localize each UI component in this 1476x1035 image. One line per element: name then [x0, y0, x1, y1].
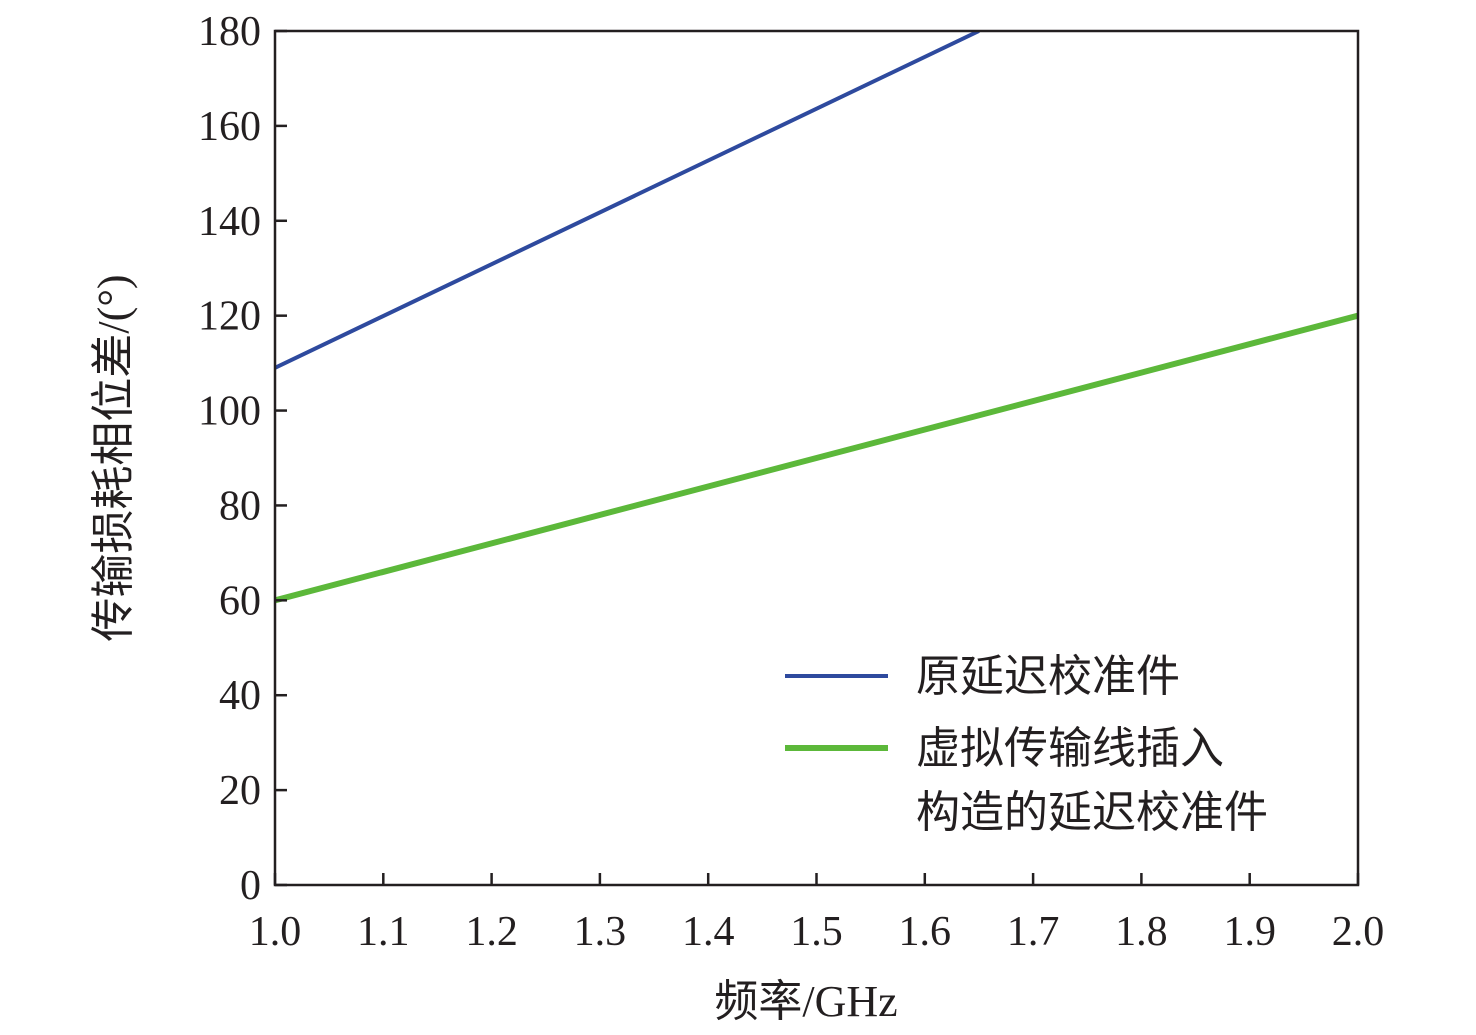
- y-tick-label: 20: [219, 768, 261, 814]
- x-tick-label: 1.8: [1115, 909, 1168, 955]
- x-axis-title: 频率/GHz: [714, 977, 897, 1026]
- series-layer: [275, 31, 1358, 604]
- y-axis: 0 20 40 60 80 100 120 140 160 180: [198, 9, 287, 909]
- series-line-2: [275, 312, 1358, 604]
- x-tick-label: 1.0: [249, 909, 302, 955]
- x-tick-label: 1.7: [1007, 909, 1060, 955]
- y-tick-label: 80: [219, 483, 261, 529]
- x-tick-label: 1.5: [790, 909, 843, 955]
- y-tick-label: 0: [240, 863, 261, 909]
- x-tick-label: 2.0: [1332, 909, 1385, 955]
- y-tick-label: 100: [198, 389, 261, 435]
- legend-label-2-line-1: 虚拟传输线插入: [916, 723, 1224, 774]
- series-line-1: [275, 31, 980, 370]
- x-tick-label: 1.1: [357, 909, 410, 955]
- y-tick-label: 160: [198, 104, 261, 150]
- x-tick-label: 1.9: [1223, 909, 1276, 955]
- y-tick-label: 140: [198, 199, 261, 245]
- x-tick-label: 1.3: [574, 909, 627, 955]
- y-tick-label: 180: [198, 9, 261, 55]
- legend-label-2-line-2: 构造的延迟校准件: [916, 787, 1268, 838]
- x-tick-label: 1.4: [682, 909, 735, 955]
- y-tick-label: 60: [219, 578, 261, 624]
- x-tick-label: 1.2: [465, 909, 518, 955]
- y-tick-label: 120: [198, 294, 261, 340]
- y-tick-label: 40: [219, 673, 261, 719]
- y-axis-title: 传输损耗相位差/(°): [89, 274, 138, 641]
- x-axis: 1.0 1.1 1.2 1.3 1.4 1.5 1.6 1.7 1.8 1.9 2.0: [249, 873, 1385, 955]
- x-tick-label: 1.6: [899, 909, 952, 955]
- legend-label-1: 原延迟校准件: [916, 651, 1180, 702]
